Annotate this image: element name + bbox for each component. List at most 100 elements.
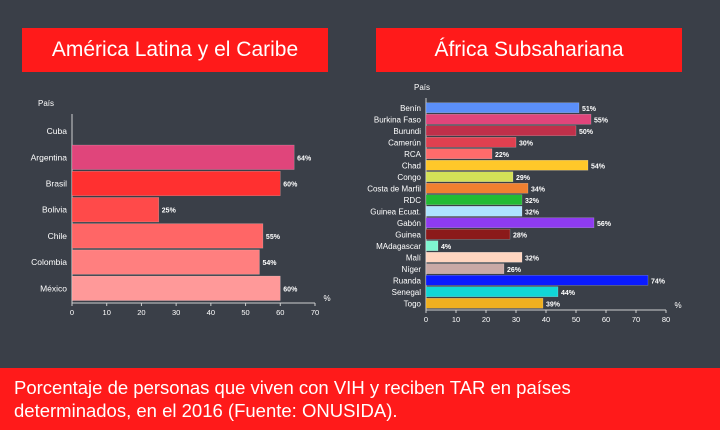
- right-category-label: Senegal: [392, 288, 422, 297]
- right-bar: [425, 194, 523, 205]
- left-bar: [71, 197, 160, 223]
- right-x-tick-label: 80: [662, 315, 670, 324]
- right-bar: [425, 263, 505, 274]
- right-x-tick-label: 30: [512, 315, 520, 324]
- right-data-label: 39%: [546, 301, 561, 308]
- left-chart-title: América Latina y el Caribe: [22, 28, 328, 72]
- left-category-label: Brasil: [46, 179, 67, 189]
- right-data-label: 22%: [495, 152, 510, 159]
- left-y-axis-title: País: [38, 99, 54, 108]
- left-x-tick-label: 40: [207, 308, 215, 317]
- left-data-label: 60%: [283, 286, 298, 293]
- right-category-label: Ruanda: [393, 276, 422, 285]
- right-x-tick-label: 20: [482, 315, 490, 324]
- right-category-label: RCA: [404, 150, 422, 159]
- right-category-label: Benín: [400, 104, 421, 113]
- right-bar: [425, 298, 544, 309]
- left-x-tick-label: 50: [241, 308, 249, 317]
- caption: Porcentaje de personas que viven con VIH…: [0, 368, 720, 430]
- right-category-label: Burkina Faso: [374, 115, 422, 124]
- right-chart-title: África Subsahariana: [376, 28, 682, 72]
- left-category-label: Chile: [48, 231, 68, 241]
- right-data-label: 34%: [531, 186, 546, 193]
- right-bar: [425, 183, 529, 194]
- left-bar: [71, 171, 281, 196]
- right-category-label: Burundi: [393, 127, 421, 136]
- right-bar: [425, 125, 577, 136]
- left-bar: [71, 249, 260, 275]
- right-data-label: 54%: [591, 163, 606, 170]
- left-category-label: Bolivia: [42, 205, 67, 215]
- right-category-label: Congo: [397, 173, 421, 182]
- right-bar: [425, 229, 511, 240]
- right-category-label: MAdagascar: [376, 242, 421, 251]
- right-data-label: 56%: [597, 221, 612, 228]
- right-data-label: 50%: [579, 129, 594, 136]
- right-x-axis-title: %: [674, 301, 681, 310]
- right-bar: [425, 171, 514, 182]
- left-x-tick-label: 0: [70, 308, 74, 317]
- right-bar: [425, 217, 595, 228]
- caption-line-1: Porcentaje de personas que viven con VIH…: [14, 377, 571, 398]
- right-bar: [425, 286, 559, 297]
- right-x-tick-label: 50: [572, 315, 580, 324]
- right-x-tick-label: 10: [452, 315, 460, 324]
- left-data-label: 25%: [162, 208, 177, 215]
- charts-canvas: País Cuba Argentina 64% Brasil 60% Bolivia 25% C…: [31, 83, 682, 324]
- right-x-tick-label: 0: [424, 315, 428, 324]
- left-category-label: Colombia: [31, 257, 67, 267]
- right-bar: [425, 252, 523, 263]
- right-category-label: Níger: [401, 265, 421, 274]
- right-x-tick-label: 70: [632, 315, 640, 324]
- right-category-label: RDC: [404, 196, 422, 205]
- right-data-label: 28%: [513, 232, 528, 239]
- left-bar: [71, 144, 295, 170]
- left-bar: [71, 275, 281, 301]
- left-data-label: 60%: [283, 182, 298, 189]
- right-data-label: 32%: [525, 198, 540, 205]
- left-bar: [71, 223, 264, 249]
- right-data-label: 29%: [516, 175, 531, 182]
- left-category-label: Cuba: [47, 126, 68, 136]
- caption-line-2: determinados, en el 2016 (Fuente: ONUSID…: [14, 400, 398, 421]
- right-data-label: 4%: [441, 244, 452, 251]
- right-data-label: 74%: [651, 278, 666, 285]
- right-bar: [425, 102, 580, 113]
- left-data-label: 55%: [266, 234, 281, 241]
- left-data-label: 54%: [262, 260, 277, 267]
- left-x-tick-label: 60: [276, 308, 284, 317]
- right-data-label: 32%: [525, 255, 540, 262]
- right-category-label: Malí: [406, 253, 422, 262]
- left-x-axis-title: %: [323, 294, 330, 303]
- right-bar: [425, 160, 589, 171]
- right-bar: [425, 148, 493, 159]
- right-data-label: 30%: [519, 140, 534, 147]
- right-category-label: Costa de Marfil: [367, 184, 421, 193]
- left-category-label: México: [40, 283, 67, 293]
- right-category-label: Togo: [404, 299, 422, 308]
- left-x-tick-label: 70: [311, 308, 319, 317]
- right-x-tick-label: 60: [602, 315, 610, 324]
- right-bar: [425, 240, 439, 251]
- left-x-tick-label: 20: [137, 308, 145, 317]
- right-category-label: Guinea: [395, 230, 421, 239]
- right-bar: [425, 206, 523, 217]
- right-category-label: Guinea Ecuat.: [370, 207, 421, 216]
- right-data-label: 44%: [561, 290, 576, 297]
- left-x-tick-label: 30: [172, 308, 180, 317]
- right-category-label: Camerún: [388, 138, 421, 147]
- right-bar: [425, 275, 649, 286]
- right-x-tick-label: 40: [542, 315, 550, 324]
- right-bar: [425, 114, 592, 125]
- left-category-label: Argentina: [31, 152, 68, 162]
- right-y-axis-title: País: [414, 83, 430, 92]
- left-x-tick-label: 10: [103, 308, 111, 317]
- right-bar: [425, 137, 517, 148]
- right-data-label: 51%: [582, 106, 597, 113]
- left-data-label: 64%: [297, 155, 312, 162]
- right-data-label: 32%: [525, 209, 540, 216]
- right-category-label: Chad: [402, 161, 421, 170]
- right-category-label: Gabón: [397, 219, 421, 228]
- right-data-label: 26%: [507, 267, 522, 274]
